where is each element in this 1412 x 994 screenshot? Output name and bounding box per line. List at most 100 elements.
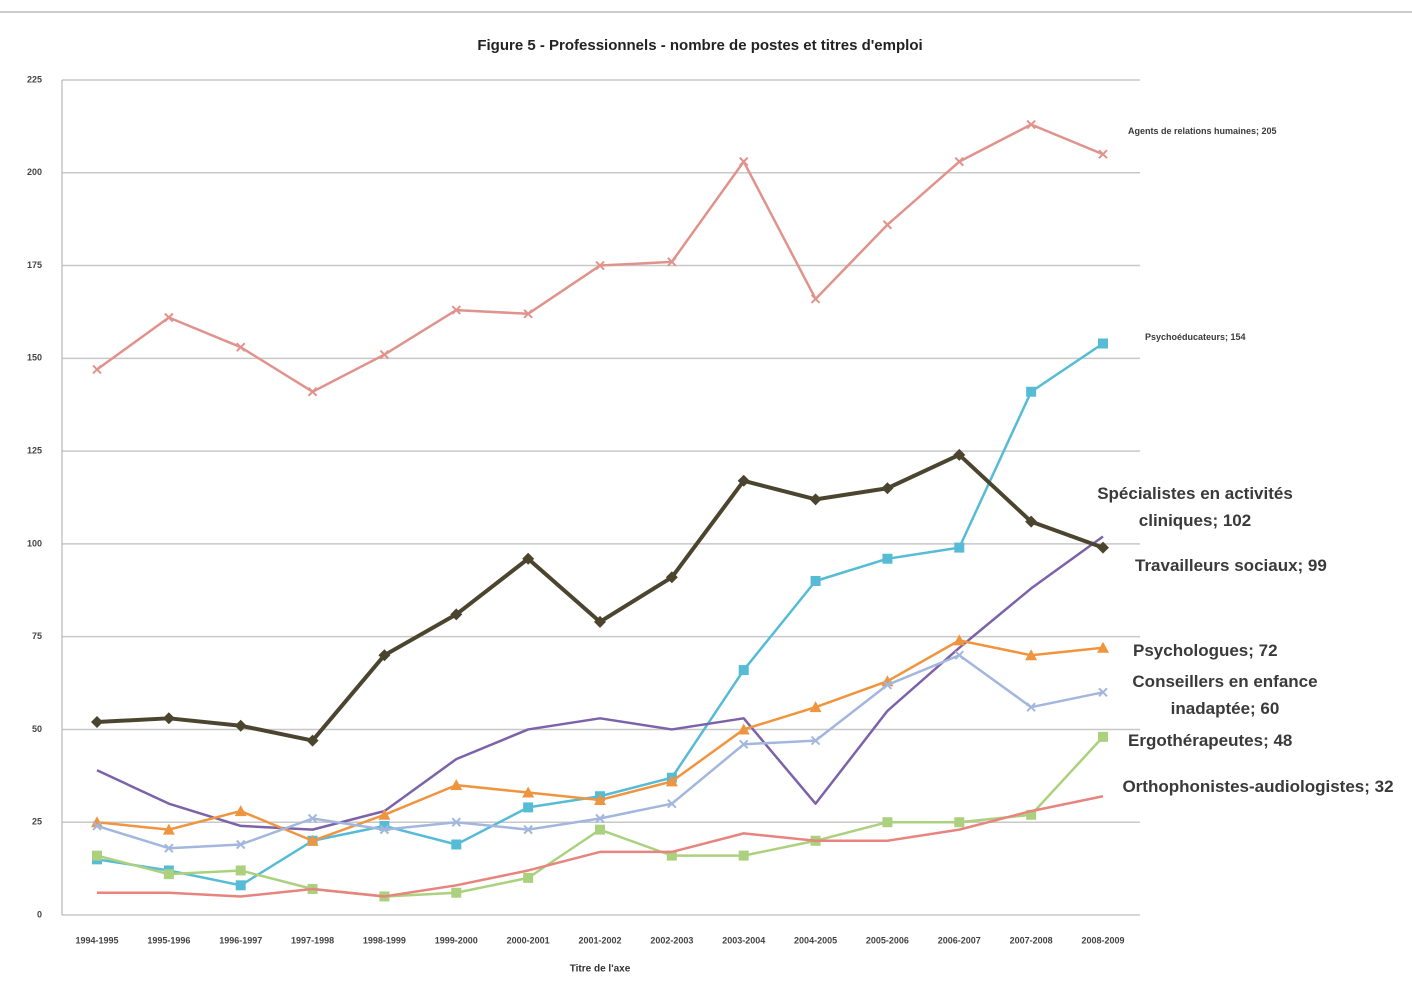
point: [595, 813, 605, 824]
point: [91, 716, 103, 729]
point: [954, 817, 965, 828]
x-tick-label: 2004-2005: [794, 935, 837, 945]
y-tick-label: 200: [27, 167, 42, 177]
x-tick-label: 1994-1995: [75, 935, 118, 945]
point: [595, 824, 605, 835]
y-tick-label: 25: [32, 817, 42, 827]
x-tick-label: 1995-1996: [147, 935, 190, 945]
point: [234, 719, 247, 732]
point: [164, 312, 174, 323]
point: [595, 260, 605, 271]
point: [1098, 338, 1108, 349]
point: [451, 887, 462, 898]
y-tick-label: 0: [37, 909, 42, 919]
point: [1097, 641, 1109, 653]
point: [809, 701, 822, 713]
point: [92, 364, 102, 375]
point: [379, 824, 390, 835]
point: [523, 872, 534, 883]
point: [882, 680, 893, 690]
point: [91, 816, 103, 828]
series-label: Travailleurs sociaux; 99: [1135, 556, 1327, 575]
point: [738, 665, 749, 676]
point: [1026, 809, 1037, 820]
point: [523, 802, 534, 813]
point: [739, 739, 749, 749]
point: [665, 775, 678, 787]
point: [235, 880, 246, 891]
point: [451, 305, 461, 315]
point: [594, 615, 606, 628]
point: [379, 349, 390, 360]
y-tick-label: 125: [27, 445, 42, 455]
y-tick-label: 175: [27, 260, 42, 270]
point: [163, 869, 174, 880]
point: [162, 712, 175, 725]
series-label: Orthophonistes-audiologistes; 32: [1122, 777, 1394, 796]
point: [809, 493, 822, 506]
series-label: Conseillers en enfance inadaptée; 60: [1132, 672, 1318, 719]
point: [1025, 649, 1038, 661]
point: [450, 779, 463, 791]
point: [306, 834, 319, 846]
series-label: Spécialistes en activités cliniques; 102: [1097, 484, 1293, 531]
point: [523, 309, 533, 319]
point: [235, 865, 246, 876]
series-label: Ergothérapeutes; 48: [1128, 731, 1293, 750]
point: [881, 482, 894, 495]
point: [234, 805, 247, 817]
point: [378, 649, 391, 662]
point: [306, 734, 319, 747]
chart-title: Figure 5 - Professionnels - nombre de po…: [477, 37, 922, 54]
y-tick-label: 150: [27, 353, 42, 363]
point: [954, 156, 964, 167]
x-tick-label: 2006-2007: [938, 935, 981, 945]
x-tick-label: 1998-1999: [363, 935, 406, 945]
series-label: Psychologues; 72: [1133, 641, 1278, 660]
point: [379, 820, 390, 831]
series-line: [97, 795, 1104, 898]
x-tick-label: 2003-2004: [722, 935, 765, 945]
series-line: [96, 123, 1104, 393]
point: [1098, 149, 1108, 159]
point: [307, 387, 318, 397]
point: [667, 257, 677, 267]
point: [882, 553, 893, 564]
series-line: [96, 535, 1104, 831]
x-tick-label: 2005-2006: [866, 935, 909, 945]
series-line: [96, 452, 1104, 743]
point: [236, 342, 246, 352]
point: [737, 723, 750, 735]
point: [954, 542, 965, 553]
y-tick-label: 75: [32, 631, 42, 641]
y-tick-label: 100: [27, 538, 42, 548]
point: [236, 839, 246, 850]
point: [522, 786, 535, 798]
point: [162, 823, 175, 835]
series-line: [96, 639, 1104, 843]
point: [667, 798, 677, 809]
series-line: [96, 736, 1104, 898]
point: [810, 735, 821, 746]
y-tick-label: 225: [27, 74, 42, 84]
x-axis-title: Titre de l'axe: [570, 964, 631, 975]
x-tick-label: 1997-1998: [291, 935, 334, 945]
x-tick-label: 1996-1997: [219, 935, 262, 945]
point: [92, 821, 102, 831]
x-tick-label: 2007-2008: [1010, 935, 1053, 945]
point: [522, 552, 535, 565]
x-tick-label: 1999-2000: [435, 935, 478, 945]
x-tick-label: 2008-2009: [1081, 935, 1124, 945]
point: [953, 448, 966, 461]
point: [882, 220, 893, 230]
point: [164, 843, 174, 853]
point: [307, 813, 318, 824]
point: [1026, 119, 1036, 130]
point: [1025, 515, 1038, 528]
point: [92, 850, 102, 861]
point: [1026, 702, 1036, 712]
point: [739, 156, 749, 167]
point: [523, 824, 533, 835]
